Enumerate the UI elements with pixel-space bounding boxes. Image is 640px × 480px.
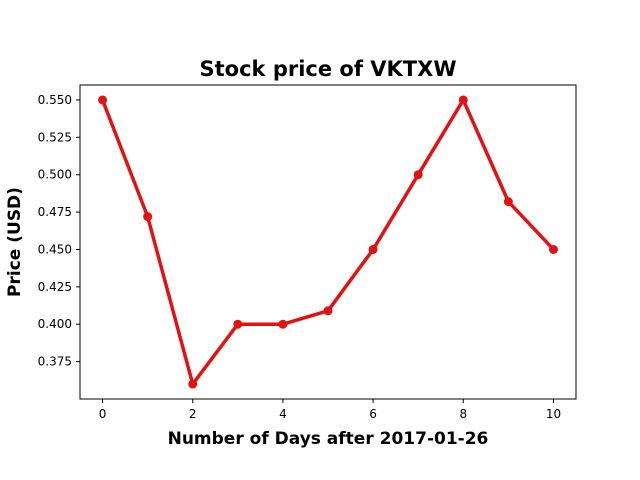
series-group — [98, 95, 558, 389]
y-tick-label: 0.550 — [38, 93, 72, 107]
data-point — [323, 306, 333, 316]
data-point — [188, 379, 198, 389]
data-point — [368, 244, 378, 254]
data-point — [143, 212, 153, 222]
data-point — [503, 197, 513, 207]
data-point — [413, 170, 423, 180]
y-axis: 0.375 0.400 0.425 0.450 0.475 0.500 0.525 0.550 — [38, 93, 80, 369]
data-point — [278, 319, 288, 329]
data-point — [458, 95, 468, 105]
data-point — [548, 244, 558, 254]
x-tick-label: 10 — [546, 407, 561, 421]
y-tick-label: 0.450 — [38, 242, 72, 256]
chart-title: Stock price of VKTXW — [200, 57, 457, 81]
plot-area: 0 2 4 6 8 10 0.3750.4000.4250.4500.4750.5000.… — [38, 84, 577, 421]
y-tick-label: 0.525 — [38, 130, 72, 144]
y-tick-label: 0.500 — [38, 168, 72, 182]
axes-frame — [79, 84, 577, 400]
y-tick-label: 0.425 — [38, 280, 72, 294]
x-tick-label: 8 — [459, 407, 467, 421]
y-tick-label: 0.375 — [38, 355, 72, 369]
x-tick-label: 2 — [189, 407, 197, 421]
y-axis-label: Price (USD) — [5, 187, 25, 297]
series-line — [100, 98, 555, 386]
x-tick-label: 6 — [369, 407, 377, 421]
data-point — [98, 95, 108, 105]
y-tick-label: 0.475 — [38, 205, 72, 219]
x-axis-label: Number of Days after 2017-01-26 — [168, 429, 489, 449]
x-tick-label: 0 — [99, 407, 107, 421]
x-tick-label: 4 — [279, 407, 287, 421]
x-axis: 0 2 4 6 8 10 — [99, 399, 561, 421]
data-point — [233, 319, 243, 329]
y-tick-label: 0.400 — [38, 317, 72, 331]
